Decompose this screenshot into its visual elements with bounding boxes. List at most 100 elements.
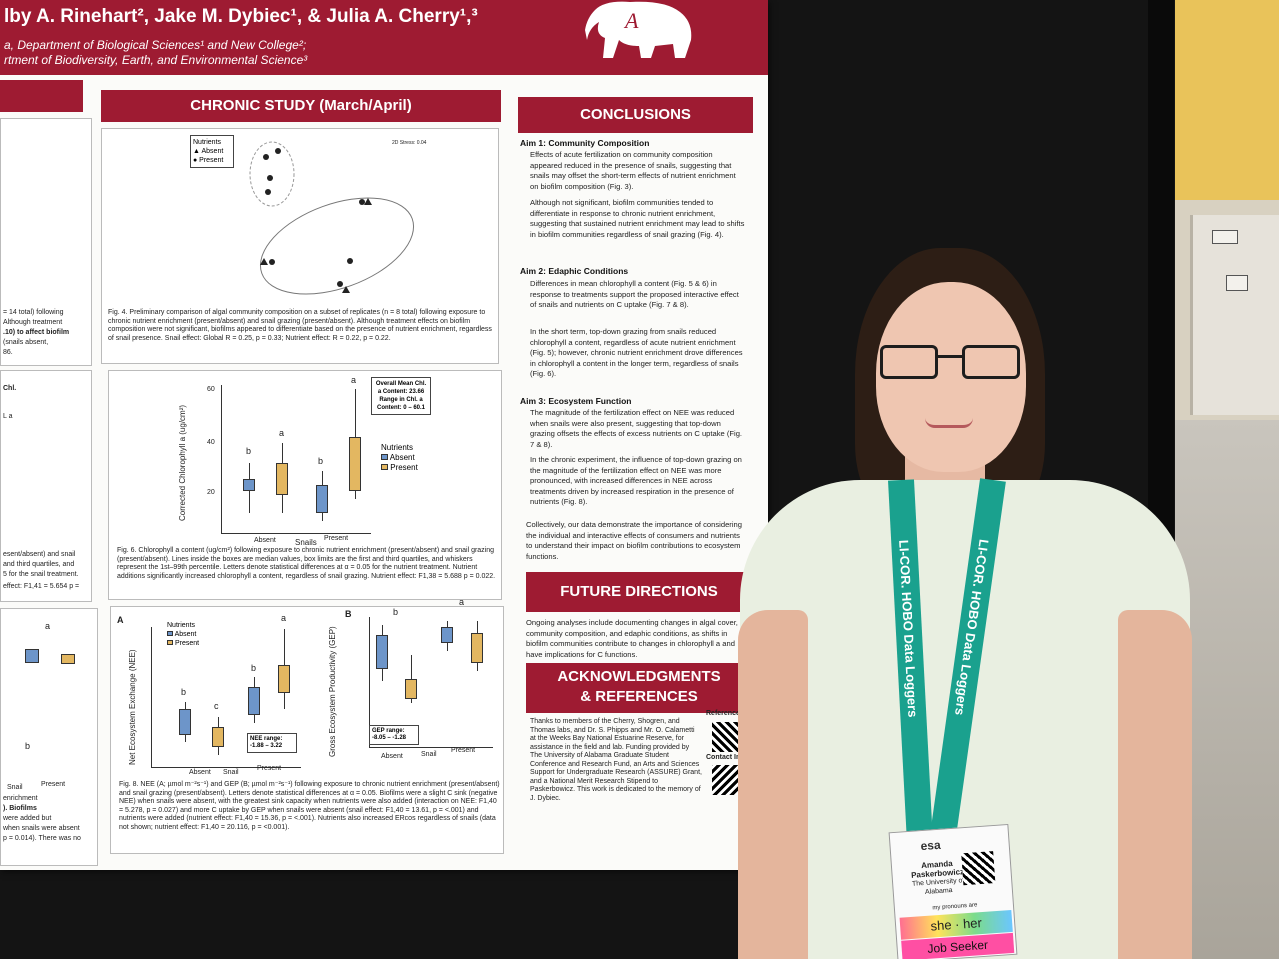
chl-letter-3: b: [318, 456, 324, 466]
aim3-title: Aim 3: Ecosystem Function: [520, 396, 632, 406]
nee-xtick-2: Snail: [223, 769, 239, 776]
left-text-14: p = 0.014). There was no: [3, 835, 81, 842]
chl-box-present-2: [349, 437, 361, 491]
gep-box-3: [441, 627, 453, 643]
chl-legend-title: Nutrients: [381, 443, 414, 452]
gep-box-2: [405, 679, 417, 699]
chl-ytick-3: 20: [207, 489, 215, 496]
conclusions-summary: Collectively, our data demonstrate the i…: [526, 520, 742, 561]
aim2-bullet-1: Differences in mean chlorophyll a conten…: [530, 279, 739, 309]
nee-legend-present-label: Present: [174, 640, 200, 647]
future-directions-text: Ongoing analyses include documenting cha…: [526, 618, 738, 659]
chl-legend-absent-label: Absent: [389, 453, 415, 462]
left-text-2: Although treatment: [3, 319, 63, 326]
left-box-blue: [25, 649, 39, 663]
badge-qr-code: [961, 851, 996, 886]
aim3-bullet-2: In the chronic experiment, the influence…: [530, 455, 742, 506]
nmds-legend: Nutrients ▲ Absent ● Present: [190, 135, 234, 168]
yellow-wall: [1170, 0, 1279, 200]
left-text-3: .10) to affect biofilm: [3, 329, 70, 336]
left-text-5: 86.: [3, 349, 13, 356]
chl-box-absent-1: [243, 479, 255, 491]
aim1-title: Aim 1: Community Composition: [520, 138, 650, 148]
poster-affiliation-2: rtment of Biodiversity, Earth, and Envir…: [4, 53, 308, 67]
left-text-6: esent/absent) and snail: [3, 551, 76, 558]
left-text-11: ). Biofilms: [3, 805, 37, 812]
aim2-title: Aim 2: Edaphic Conditions: [520, 266, 629, 276]
contact-qr-code[interactable]: [712, 765, 742, 795]
left-section-header: [0, 80, 83, 112]
left-panel-1: = 14 total) following Although treatment…: [0, 118, 92, 366]
chl-box-absent-2: [316, 485, 328, 513]
left-text-1: = 14 total) following: [3, 309, 64, 316]
nee-box-4: [278, 665, 290, 693]
gep-xaxis: [369, 747, 493, 748]
chl-summary-range: Range in Chl. a Content: 0 – 60.1: [376, 397, 425, 411]
nee-xtick-1: Absent: [189, 769, 211, 776]
chl-legend-present-label: Present: [390, 463, 418, 472]
poster-authors: lby A. Rinehart², Jake M. Dybiec¹, & Jul…: [4, 6, 478, 27]
left-chl-1: Chl.: [3, 385, 17, 392]
nee-gep-figure: A Net Ecosystem Exchange (NEE) Nutrients…: [110, 597, 504, 854]
hallway-door: [1190, 215, 1279, 415]
wall-sign-2: [1226, 275, 1248, 291]
person-arm-right: [1118, 610, 1192, 959]
left-chl-2: L a: [3, 413, 13, 420]
nmds-plot: [249, 141, 415, 295]
ack-heading-line-1: ACKNOWLEDGMENTS: [557, 668, 721, 685]
chl-ytick-2: 40: [207, 439, 215, 446]
chl-letter-1: b: [246, 446, 252, 456]
nee-letter-3: b: [251, 663, 257, 673]
gep-yaxis: [369, 617, 370, 747]
aim3-bullet-1: The magnitude of the fertilization effec…: [530, 408, 743, 449]
nee-panel-label: A: [117, 615, 124, 625]
nee-xtick-3: Present: [257, 765, 282, 772]
nmds-figure: Nutrients ▲ Absent ● Present 2D Stress: …: [101, 128, 499, 364]
fig8-caption: Fig. 8. NEE (A; µmol m⁻²s⁻¹) and GEP (B;…: [119, 781, 500, 831]
gep-letter-a: a: [459, 597, 465, 607]
chl-xtick-1: Absent: [254, 537, 276, 544]
gep-box-1: [376, 635, 388, 669]
chl-letter-2: a: [279, 428, 285, 438]
elephant-logo-icon: A: [585, 1, 692, 58]
chl-xtick-2: Present: [324, 535, 349, 542]
nee-legend-absent: Absent: [167, 630, 199, 639]
gep-range-box: GEP range: -8.05 – -1.28: [369, 725, 419, 745]
nee-box-1: [179, 709, 191, 735]
nmds-stress: 2D Stress: 0.04: [392, 140, 427, 146]
gep-box-4: [471, 633, 483, 663]
references-qr-code[interactable]: [712, 722, 742, 752]
glasses-bridge: [938, 355, 962, 358]
fig6-caption: Fig. 6. Chlorophyll a content (ug/cm²) f…: [117, 547, 496, 580]
fig4-caption: Fig. 4. Preliminary comparison of algal …: [108, 309, 492, 342]
nee-yaxis: [151, 627, 152, 767]
left-x-2: Present: [41, 781, 66, 788]
left-x-1: Snail: [7, 784, 23, 791]
left-text-13: when snails were absent: [3, 825, 80, 832]
nee-letter-1: b: [181, 687, 187, 697]
nee-ylabel: Net Ecosystem Exchange (NEE): [128, 649, 137, 765]
left-panel-3: a b Snail Present enrichment ). Biofilms…: [0, 608, 98, 866]
nee-box-2: [212, 727, 224, 747]
ack-heading-line-2: & REFERENCES: [580, 688, 698, 705]
nmds-legend-title: Nutrients: [193, 139, 222, 146]
acknowledgments-text: Thanks to members of the Cherry, Shogren…: [530, 718, 702, 802]
nee-legend: Nutrients Absent Present: [167, 621, 199, 648]
left-text-12: were added but: [3, 815, 52, 822]
person-arm-left: [738, 610, 808, 959]
left-text-4: (snails absent,: [3, 339, 49, 346]
left-letter-b: b: [25, 741, 31, 751]
nee-legend-title: Nutrients: [167, 622, 196, 629]
references-label: References: [706, 710, 744, 717]
gep-panel-label: B: [345, 609, 352, 619]
wall-sign: [1212, 230, 1238, 244]
chl-legend: Nutrients Absent Present: [381, 443, 418, 473]
left-text-8: 5 for the snail treatment.: [3, 571, 79, 578]
gep-ylabel: Gross Ecosystem Productivity (GEP): [328, 626, 337, 757]
nee-legend-absent-label: Absent: [174, 631, 197, 638]
nee-range-box: NEE range: -1.88 – 3.22: [247, 733, 297, 753]
left-box-tan: [61, 654, 75, 664]
nee-legend-present: Present: [167, 639, 199, 648]
aim1-bullet-1: Effects of acute fertilization on commun…: [530, 150, 736, 191]
nee-letter-2: c: [214, 701, 219, 711]
